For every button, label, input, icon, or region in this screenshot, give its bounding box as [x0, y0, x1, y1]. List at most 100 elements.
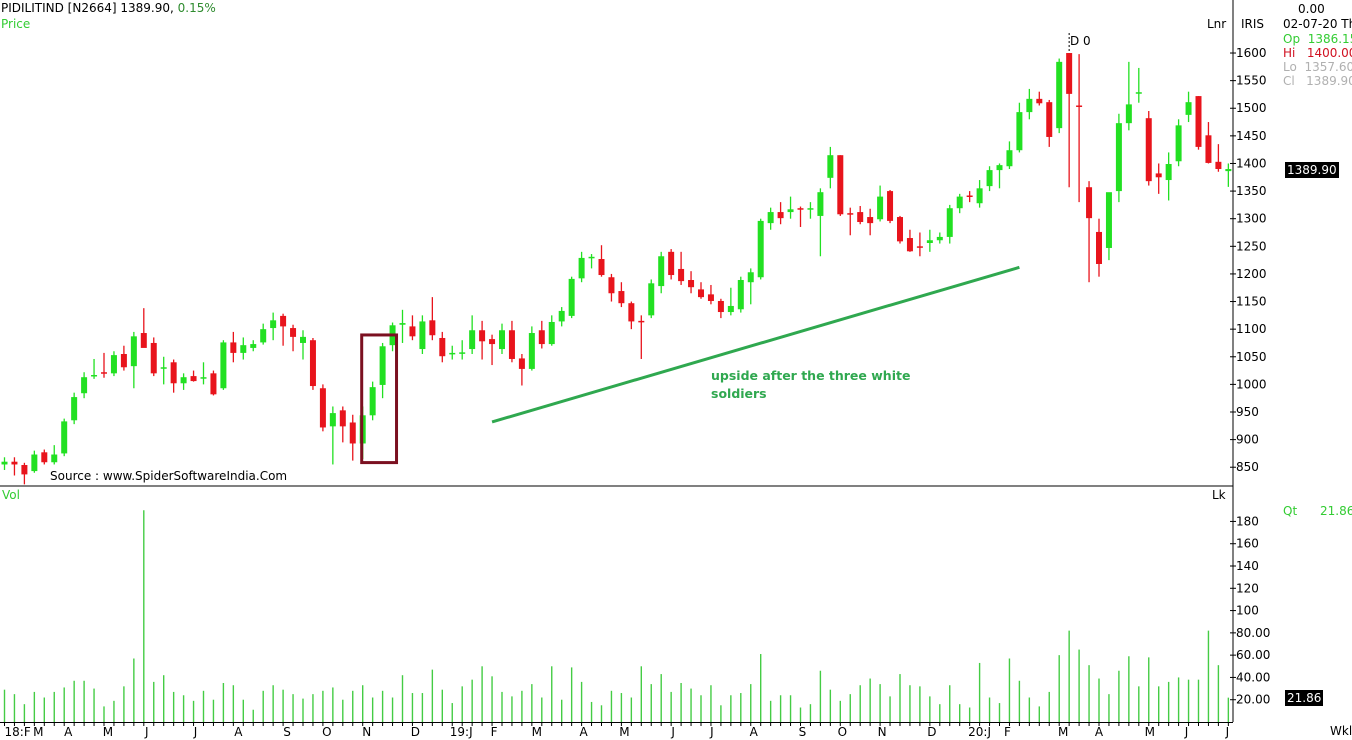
candle-down	[230, 342, 237, 353]
x-tick-label: O	[322, 725, 331, 739]
candle-down	[120, 354, 127, 368]
volume-tick-label: 140	[1236, 559, 1259, 573]
candle-up	[986, 170, 993, 187]
price-tick-label: 1100	[1236, 322, 1267, 336]
candle-up	[499, 330, 505, 350]
candle-up	[81, 377, 88, 394]
price-tick-label: 1450	[1236, 129, 1267, 143]
x-tick-label: M	[532, 725, 542, 739]
candle-up	[270, 320, 277, 329]
candle-up	[419, 321, 426, 350]
candle-down	[678, 268, 685, 282]
candle-down	[966, 195, 973, 198]
x-tick-label: O	[838, 725, 847, 739]
candle-up	[1056, 61, 1063, 129]
candle-up	[1135, 92, 1142, 94]
candle-down	[489, 339, 496, 345]
candle-up	[459, 352, 466, 354]
candle-up	[1, 461, 8, 465]
candle-down	[101, 372, 107, 374]
x-tick-label: A	[750, 725, 759, 739]
x-tick-label: 18:F	[5, 725, 31, 739]
candle-up	[1105, 192, 1112, 248]
candle-down	[598, 259, 605, 276]
candle-down	[41, 452, 48, 463]
candle-down	[538, 330, 545, 345]
price-tick-label: 1150	[1236, 295, 1267, 309]
candle-up	[578, 257, 585, 279]
x-tick-label: 20:J	[968, 725, 991, 739]
candle-up	[827, 155, 834, 178]
candle-down	[170, 362, 177, 384]
price-panel-label: Price	[1, 17, 31, 31]
x-tick-label: D	[411, 725, 420, 739]
candle-down	[349, 422, 356, 444]
trendline	[491, 265, 1020, 424]
source-label: Source : www.SpiderSoftwareIndia.Com	[50, 469, 288, 483]
candle-down	[339, 410, 346, 427]
chart-title: PIDILITIND [N2664] 1389.90, 0.15%	[1, 1, 216, 15]
candle-up	[1225, 169, 1232, 172]
x-tick-label: S	[799, 725, 807, 739]
candle-up	[51, 454, 58, 463]
candle-up	[180, 377, 187, 384]
candle-up	[926, 240, 933, 243]
candle-down	[847, 213, 854, 215]
price-tick-label: 850	[1236, 460, 1259, 474]
candle-down	[150, 342, 157, 374]
candle-up	[1115, 123, 1122, 192]
last-price-box: 1389.90	[1285, 162, 1339, 178]
candle-up	[160, 367, 167, 369]
x-tick-label: N	[878, 725, 887, 739]
x-tick-label: J	[1184, 725, 1189, 739]
open-value: 1386.15	[1307, 32, 1352, 46]
candle-down	[1036, 98, 1043, 104]
timeframe-label[interactable]: Wkl	[1330, 724, 1352, 738]
price-tick-label: 950	[1236, 405, 1259, 419]
volume-tick-label: 100	[1236, 604, 1259, 618]
x-tick-label: M	[33, 725, 43, 739]
candle-down	[1145, 118, 1152, 182]
candle-down	[797, 208, 804, 210]
symbol-label: PIDILITIND [N2664] 1389.90,	[1, 1, 174, 15]
info-high: Hi 1400.00	[1283, 47, 1352, 60]
scale-mode-label[interactable]: Lnr	[1207, 17, 1227, 31]
candle-up	[200, 377, 207, 379]
volume-tick-label: 160	[1236, 537, 1259, 551]
candle-up	[399, 323, 406, 325]
candle-up	[1006, 150, 1013, 167]
x-tick-label: J	[670, 725, 675, 739]
candle-up	[1175, 125, 1182, 162]
candle-up	[787, 209, 794, 213]
price-tick-label: 1400	[1236, 156, 1267, 170]
x-tick-label: M	[619, 725, 629, 739]
candle-down	[887, 191, 894, 221]
x-tick-label: 19:J	[450, 725, 473, 739]
candle-down	[11, 461, 18, 465]
x-tick-label: A	[1095, 725, 1104, 739]
candle-up	[548, 321, 555, 345]
candle-up	[31, 454, 38, 472]
candle-up	[946, 208, 953, 237]
last-volume-box: 21.86	[1285, 690, 1324, 706]
candle-down	[1076, 105, 1083, 107]
price-tick-label: 1600	[1236, 46, 1267, 60]
info-value: 0.00	[1298, 2, 1325, 16]
volume-tick-label: 80.00	[1236, 626, 1270, 640]
volume-tick-label: 20.00	[1236, 693, 1270, 707]
close-label: Cl	[1283, 74, 1295, 88]
x-tick-label: J	[1225, 725, 1230, 739]
candle-up	[956, 196, 963, 209]
candle-up	[91, 374, 98, 377]
volume-tick-label: 60.00	[1236, 648, 1270, 662]
qt-label: Qt	[1283, 504, 1298, 518]
candle-down	[429, 320, 436, 336]
candle-up	[936, 236, 943, 241]
candle-up	[469, 330, 476, 350]
candle-down	[668, 251, 675, 276]
candle-up	[658, 256, 665, 287]
candle-down	[638, 320, 645, 323]
candle-up	[807, 208, 814, 210]
info-close: Cl 1389.90	[1283, 75, 1352, 88]
